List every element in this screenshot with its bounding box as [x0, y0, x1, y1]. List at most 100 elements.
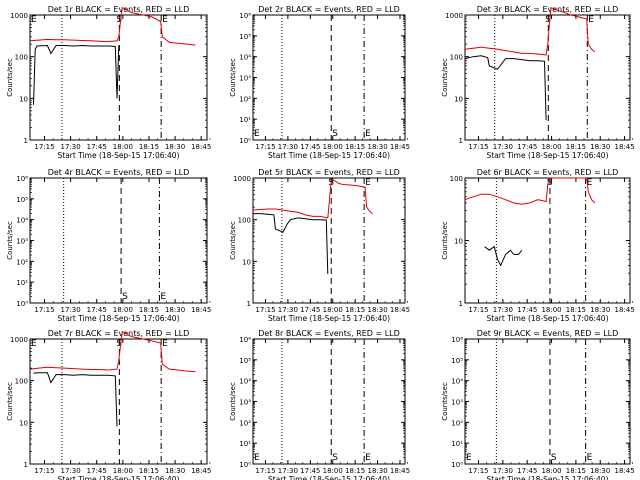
- x-tick-label: 18:00: [113, 467, 133, 475]
- y-tick-label: 1: [24, 461, 28, 469]
- panel-7: Det 7r BLACK = Events, RED = LLD 1 10 100 10…: [6, 329, 211, 480]
- x-axis-label: Start Time (18-Sep-15 17:06:40): [487, 475, 609, 480]
- y-tick-label: 10²: [239, 419, 251, 427]
- start-marker-label: S: [122, 292, 128, 302]
- end-marker-label: E: [365, 129, 371, 139]
- y-tick-label: 10: [454, 95, 463, 103]
- y-tick-label: 1: [24, 137, 28, 145]
- y-tick-label: 10³: [451, 399, 463, 407]
- y-tick-label: 10³: [239, 75, 251, 83]
- plot-frame: [464, 177, 631, 304]
- x-tick-label: 17:45: [517, 467, 537, 475]
- x-tick-label: 17:30: [61, 143, 81, 151]
- panel-title: Det 5r BLACK = Events, RED = LLD: [258, 168, 400, 177]
- x-tick-label: 17:15: [255, 306, 275, 314]
- x-tick-label: 18:45: [614, 143, 634, 151]
- x-axis-label: Start Time (18-Sep-15 17:06:40): [268, 314, 390, 323]
- x-tick-label: 18:30: [165, 467, 185, 475]
- x-tick-label: 18:00: [323, 306, 343, 314]
- y-tick-label: 10⁰: [239, 461, 251, 469]
- y-tick-label: 10⁶: [239, 336, 251, 344]
- panel-title: Det 4r BLACK = Events, RED = LLD: [48, 168, 190, 177]
- events-series-line: [33, 372, 118, 427]
- panel-1: Det 1r BLACK = Events, RED = LLD 1 10 100 10…: [6, 5, 211, 160]
- y-tick-label: 10⁰: [239, 137, 251, 145]
- x-tick-label: 17:15: [468, 467, 488, 475]
- x-tick-label: 17:30: [493, 143, 513, 151]
- y-tick-label: 10⁰: [16, 300, 28, 308]
- x-axis-label: Start Time (18-Sep-15 17:06:40): [268, 475, 390, 480]
- y-tick-label: 100: [238, 217, 251, 225]
- x-tick-label: 18:30: [165, 306, 185, 314]
- lld-series-line: [29, 7, 196, 46]
- panel-title: Det 6r BLACK = Events, RED = LLD: [477, 168, 619, 177]
- end-marker-label: E: [162, 15, 168, 25]
- x-tick-label: 17:15: [34, 306, 54, 314]
- panel-6: Det 6r BLACK = Events, RED = LLD 1 10 100 Co…: [441, 168, 635, 323]
- x-tick-label: 18:15: [566, 306, 586, 314]
- panel-title: Det 9r BLACK = Events, RED = LLD: [477, 329, 619, 338]
- x-tick-label: 17:30: [278, 143, 298, 151]
- start-marker-label: S: [332, 453, 338, 463]
- start-marker-label: S: [551, 453, 557, 463]
- panel-title: Det 1r BLACK = Events, RED = LLD: [48, 5, 190, 14]
- plot-frame: [29, 338, 208, 465]
- y-tick-label: 1: [459, 137, 463, 145]
- x-tick-label: 17:45: [300, 467, 320, 475]
- y-tick-label: 10²: [239, 95, 251, 103]
- x-tick-label: 17:45: [517, 143, 537, 151]
- plot-frame: [29, 177, 208, 304]
- end-marker-label: E: [466, 453, 472, 463]
- plot-frame: [252, 338, 406, 465]
- x-tick-label: 17:45: [300, 143, 320, 151]
- x-tick-label: 18:15: [566, 143, 586, 151]
- events-series-line: [253, 213, 329, 274]
- y-tick-label: 10²: [451, 419, 463, 427]
- x-tick-label: 18:00: [113, 143, 133, 151]
- x-tick-label: 17:30: [61, 467, 81, 475]
- x-tick-label: 18:15: [345, 306, 365, 314]
- y-tick-label: 100: [450, 175, 463, 183]
- end-marker-label: E: [162, 339, 168, 349]
- x-tick-label: 18:00: [541, 143, 561, 151]
- y-tick-label: 1: [247, 300, 251, 308]
- start-marker-label: S: [332, 129, 338, 139]
- end-marker-label: E: [254, 453, 260, 463]
- x-tick-label: 18:45: [390, 143, 410, 151]
- x-tick-label: 18:30: [590, 467, 610, 475]
- panel-title: Det 7r BLACK = Events, RED = LLD: [48, 329, 190, 338]
- x-tick-label: 17:45: [517, 306, 537, 314]
- x-tick-label: 18:15: [345, 143, 365, 151]
- plot-frame: [252, 177, 406, 304]
- lld-series-line: [464, 7, 596, 56]
- x-axis-label: Start Time (18-Sep-15 17:06:40): [58, 314, 180, 323]
- plot-frame: [29, 14, 208, 141]
- x-tick-label: 18:00: [541, 306, 561, 314]
- plot-frame: [252, 14, 406, 141]
- x-tick-label: 17:30: [278, 467, 298, 475]
- panel-title: Det 2r BLACK = Events, RED = LLD: [258, 5, 400, 14]
- y-axis-label: Counts/sec: [441, 382, 449, 421]
- y-tick-label: 10³: [16, 238, 28, 246]
- y-tick-label: 10¹: [239, 440, 251, 448]
- y-axis-label: Counts/sec: [6, 382, 14, 421]
- y-axis-label: Counts/sec: [229, 58, 237, 97]
- end-marker-label: E: [587, 453, 593, 463]
- y-tick-label: 10¹: [451, 440, 463, 448]
- panel-2: Det 2r BLACK = Events, RED = LLD 10⁰ 10¹ 10…: [229, 5, 410, 160]
- end-marker-label: E: [365, 178, 371, 188]
- lld-series-line: [252, 179, 373, 219]
- panel-9: Det 9r BLACK = Events, RED = LLD 10⁰ 10¹ 10…: [441, 329, 635, 480]
- x-tick-label: 18:45: [614, 467, 634, 475]
- x-tick-label: 18:00: [323, 467, 343, 475]
- x-tick-label: 17:30: [493, 306, 513, 314]
- panel-4: Det 4r BLACK = Events, RED = LLD 10⁰ 10¹ 10…: [6, 168, 211, 323]
- x-axis-label: Start Time (18-Sep-15 17:06:40): [268, 151, 390, 160]
- y-axis-label: Counts/sec: [229, 221, 237, 260]
- end-marker-label: E: [588, 15, 594, 25]
- start-marker-label: S: [116, 339, 122, 349]
- panel-3: Det 3r BLACK = Events, RED = LLD 1 10 100 10…: [441, 5, 635, 160]
- y-tick-label: 10⁴: [239, 378, 251, 386]
- y-tick-label: 10⁵: [451, 357, 463, 365]
